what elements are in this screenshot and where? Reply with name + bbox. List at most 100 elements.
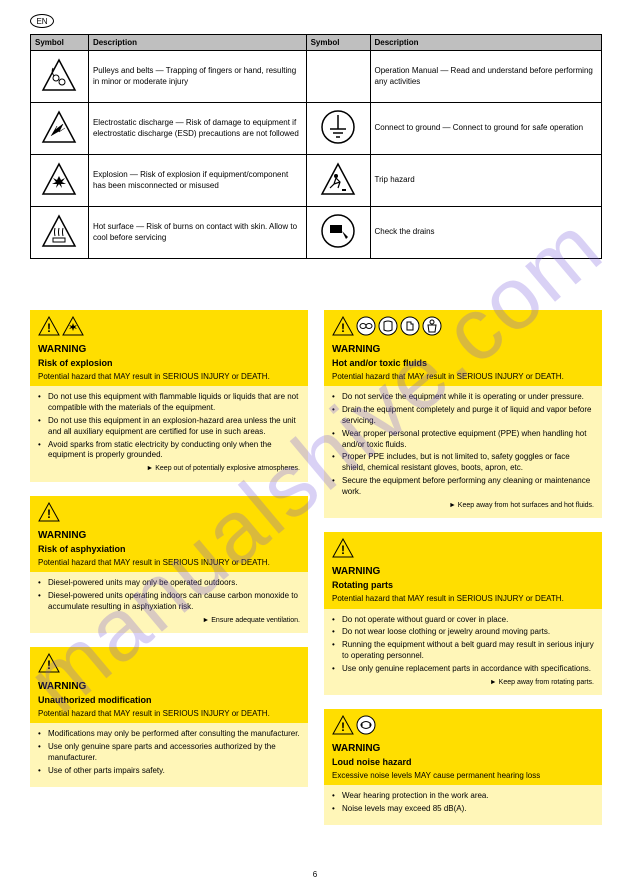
warn-body: Modifications may only be performed afte…: [30, 723, 308, 786]
svg-text:!: !: [47, 507, 51, 521]
hot-icon: [31, 207, 89, 259]
warn-subtitle: Rotating parts: [332, 580, 594, 592]
alert-icon: !: [38, 653, 60, 676]
symbols-table: Symbol Description Symbol Description Pu…: [30, 34, 602, 259]
desc-cell: Operation Manual — Read and understand b…: [370, 51, 602, 103]
svg-text:!: !: [341, 720, 345, 734]
warn-head: ! WARNING Risk of explosion Potential hazar…: [30, 310, 308, 386]
ground-icon: [306, 103, 370, 155]
alert-icon: !: [38, 316, 60, 339]
right-column: ! WARNING Hot and/or toxic fluids Potential…: [324, 310, 602, 839]
alert-icon: !: [332, 715, 354, 738]
desc-cell: Hot surface — Risk of burns on contact w…: [88, 207, 306, 259]
explosion-icon: [62, 316, 84, 339]
goggles-icon: [356, 316, 376, 339]
warn-lead: Potential hazard that MAY result in SERI…: [332, 372, 594, 382]
desc-cell: Explosion — Risk of explosion if equipme…: [88, 155, 306, 207]
desc-cell: Electrostatic discharge — Risk of damage…: [88, 103, 306, 155]
desc-cell: Trip hazard: [370, 155, 602, 207]
warn-title: WARNING: [38, 680, 300, 693]
warn-item: Do not wear loose clothing or jewelry ar…: [332, 627, 594, 638]
page-lang-badge: EN: [30, 14, 54, 28]
warn-item: Diesel-powered units operating indoors c…: [38, 591, 300, 613]
warn-subtitle: Hot and/or toxic fluids: [332, 358, 594, 370]
warn-item: Drain the equipment completely and purge…: [332, 405, 594, 427]
th-symbol-1: Symbol: [31, 35, 89, 51]
warn-body: Do not use this equipment with flammable…: [30, 386, 308, 481]
warn-item: Use only genuine replacement parts in ac…: [332, 664, 594, 675]
warn-item: Do not use this equipment with flammable…: [38, 392, 300, 414]
keepout-note: ► Keep out of potentially explosive atmo…: [38, 464, 300, 473]
warn-item: Avoid sparks from static electricity by …: [38, 440, 300, 462]
warn-subtitle: Unauthorized modification: [38, 695, 300, 707]
warning-box: !WARNINGRisk of asphyxiationPotential ha…: [30, 496, 308, 633]
warn-subtitle: Risk of asphyxiation: [38, 544, 300, 556]
explosion-icon: [31, 155, 89, 207]
warn-lead: Excessive noise levels MAY cause permane…: [332, 771, 594, 781]
warn-lead: Potential hazard that MAY result in SERI…: [332, 594, 594, 604]
warn-head: ! WARNING Loud noise hazard Excessive noise…: [324, 709, 602, 785]
warning-box: ! WARNING Rotating parts Potential hazard t…: [324, 532, 602, 695]
warn-subtitle: Risk of explosion: [38, 358, 300, 370]
page-number: 6: [0, 870, 630, 879]
table-row: Electrostatic discharge — Risk of damage…: [31, 103, 602, 155]
blank-icon: [306, 51, 370, 103]
suit-icon: [422, 316, 442, 339]
warn-item: Secure the equipment before performing a…: [332, 476, 594, 498]
warn-lead: Potential hazard that MAY result in SERI…: [38, 709, 300, 719]
pulley-icon: [31, 51, 89, 103]
th-desc-2: Description: [370, 35, 602, 51]
warn-item: Noise levels may exceed 85 dB(A).: [332, 804, 594, 815]
warn-head: ! WARNING Rotating parts Potential hazard t…: [324, 532, 602, 608]
warn-title: WARNING: [38, 343, 300, 356]
warn-head: ! WARNING Unauthorized modification Potenti…: [30, 647, 308, 723]
warn-icons: !: [332, 538, 594, 561]
warn-body: Do not service the equipment while it is…: [324, 386, 602, 518]
warning-box: ! WARNING Hot and/or toxic fluids Potential…: [324, 310, 602, 518]
esd-icon: [31, 103, 89, 155]
warn-head: ! WARNING Hot and/or toxic fluids Potential…: [324, 310, 602, 386]
warn-icons: !: [332, 316, 594, 339]
warn-item: Wear hearing protection in the work area…: [332, 791, 594, 802]
warn-subtitle: Loud noise hazard: [332, 757, 594, 769]
warn-title: WARNING: [332, 343, 594, 356]
warn-item: Do not operate without guard or cover in…: [332, 615, 594, 626]
warn-icons: !: [38, 316, 300, 339]
warn-item: Use of other parts impairs safety.: [38, 766, 300, 777]
warnings-columns: ! WARNING Risk of explosion Potential hazar…: [30, 310, 602, 839]
alert-icon: !: [38, 502, 60, 525]
warn-title: WARNING: [332, 742, 594, 755]
warn-title: WARNING: [38, 529, 300, 542]
svg-text:!: !: [47, 658, 51, 672]
warning-box: ! WARNING Risk of explosion Potential hazar…: [30, 310, 308, 482]
warn-lead: Potential hazard that MAY result in SERI…: [38, 372, 300, 382]
keepout-note: ► Keep away from rotating parts.: [332, 678, 594, 687]
keepout-note: ► Ensure adequate ventilation.: [38, 616, 300, 625]
th-symbol-2: Symbol: [306, 35, 370, 51]
warn-item: Do not service the equipment while it is…: [332, 392, 594, 403]
ear-icon: [356, 715, 376, 738]
face-icon: [378, 316, 398, 339]
svg-text:!: !: [341, 543, 345, 557]
svg-text:!: !: [47, 321, 51, 335]
warn-item: Do not use this equipment in an explosio…: [38, 416, 300, 438]
table-row: Pulleys and belts — Trapping of fingers …: [31, 51, 602, 103]
desc-cell: Connect to ground — Connect to ground fo…: [370, 103, 602, 155]
warn-item: Proper PPE includes, but is not limited …: [332, 452, 594, 474]
svg-text:!: !: [341, 321, 345, 335]
warn-body: Diesel-powered units may only be operate…: [30, 572, 308, 633]
keepout-note: ► Keep away from hot surfaces and hot fl…: [332, 501, 594, 510]
warn-icons: !: [38, 653, 300, 676]
desc-cell: Check the drains: [370, 207, 602, 259]
alert-icon: !: [332, 538, 354, 561]
warn-item: Use only genuine spare parts and accesso…: [38, 742, 300, 764]
warn-icons: !: [38, 502, 300, 525]
desc-cell: Pulleys and belts — Trapping of fingers …: [88, 51, 306, 103]
warn-title: WARNING: [332, 565, 594, 578]
warn-item: Diesel-powered units may only be operate…: [38, 578, 300, 589]
warn-body: Do not operate without guard or cover in…: [324, 609, 602, 695]
alert-icon: !: [332, 316, 354, 339]
warn-icons: !: [332, 715, 594, 738]
table-row: Explosion — Risk of explosion if equipme…: [31, 155, 602, 207]
warn-item: Wear proper personal protective equipmen…: [332, 429, 594, 451]
